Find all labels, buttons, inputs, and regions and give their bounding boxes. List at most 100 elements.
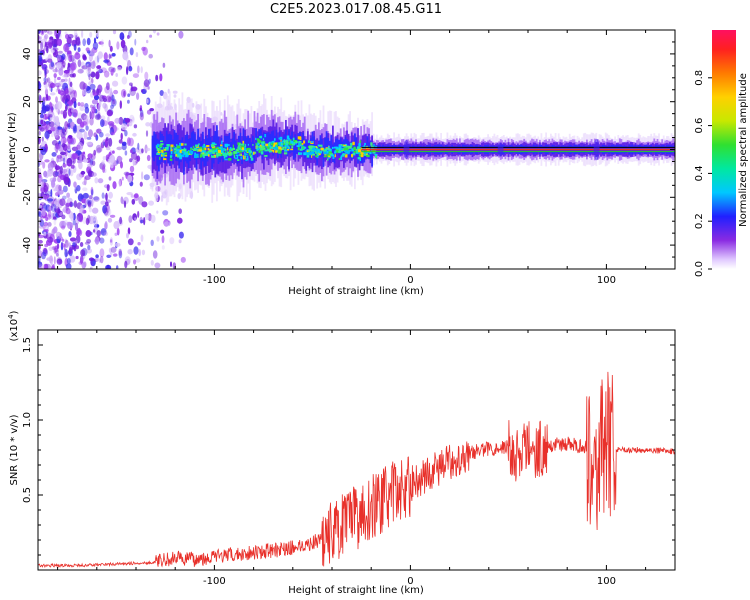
noise-mark <box>110 246 117 253</box>
noise-mark <box>107 158 111 164</box>
band-mark <box>360 154 364 158</box>
noise-mark <box>47 171 51 177</box>
band-mark <box>198 149 202 152</box>
noise-mark <box>98 41 104 45</box>
noise-mark <box>49 82 56 88</box>
band-mark <box>238 147 241 150</box>
band-mark <box>358 143 361 147</box>
noise-mark <box>146 39 149 44</box>
band-mark <box>357 128 359 160</box>
noise-mark <box>87 71 91 78</box>
noise-mark <box>57 259 60 265</box>
band-mark <box>294 134 297 158</box>
band-mark <box>363 152 367 156</box>
band-mark <box>336 149 339 153</box>
colorbar-gradient <box>712 30 736 269</box>
band-mark <box>216 146 219 149</box>
noise-mark <box>60 151 66 156</box>
noise-mark <box>51 38 58 48</box>
noise-mark <box>41 64 48 69</box>
noise-mark <box>96 230 101 237</box>
noise-mark <box>48 121 55 127</box>
band-mark <box>371 148 373 167</box>
band-mark <box>303 146 307 149</box>
noise-mark <box>53 256 56 265</box>
colorbar-ticks: 0.0 0.2 0.4 0.6 0.8 <box>694 70 712 277</box>
noise-mark <box>69 237 77 242</box>
noise-mark <box>148 53 153 59</box>
noise-mark <box>124 117 131 123</box>
band-mark <box>247 135 250 158</box>
noise-mark <box>42 48 45 56</box>
band-mark <box>177 152 180 156</box>
noise-mark <box>40 38 46 48</box>
noise-mark <box>67 152 72 158</box>
band-mark <box>233 132 235 159</box>
band-mark <box>202 148 205 151</box>
noise-mark <box>38 211 42 217</box>
noise-mark <box>94 56 99 65</box>
band-mark <box>320 147 324 151</box>
noise-mark <box>90 71 96 78</box>
noise-mark <box>62 163 67 169</box>
noise-mark <box>76 185 81 192</box>
band-mark <box>358 149 362 153</box>
noise-mark <box>84 175 91 181</box>
noise-mark <box>106 184 110 192</box>
band-mark <box>257 148 259 150</box>
noise-mark <box>38 70 42 76</box>
band-mark <box>326 147 328 150</box>
noise-mark <box>43 30 48 33</box>
noise-mark <box>112 80 119 87</box>
noise-mark <box>80 257 83 265</box>
noise-mark <box>63 113 66 119</box>
noise-mark <box>49 236 52 240</box>
band-mark <box>303 140 306 144</box>
noise-mark <box>114 242 121 247</box>
band-mark <box>328 151 332 155</box>
band-mark <box>338 148 341 152</box>
noise-mark <box>161 245 165 250</box>
noise-mark <box>56 101 63 110</box>
noise-mark <box>144 71 149 81</box>
noise-mark <box>77 160 81 164</box>
band-mark <box>220 146 223 149</box>
noise-mark <box>60 87 64 92</box>
band-mark <box>203 147 207 151</box>
noise-mark <box>68 231 72 237</box>
band-mark <box>274 148 276 150</box>
band-mark <box>190 146 192 149</box>
band-mark <box>162 136 165 158</box>
band-mark <box>240 148 242 151</box>
band-mark <box>288 129 290 154</box>
band-mark <box>272 140 275 144</box>
noise-mark <box>109 45 113 52</box>
band-mark <box>313 145 316 148</box>
noise-mark <box>50 46 56 53</box>
noise-mark <box>76 230 80 238</box>
band-mark <box>310 148 313 152</box>
noise-mark <box>95 257 101 262</box>
noise-mark <box>133 192 140 202</box>
noise-mark <box>96 65 102 69</box>
noise-mark <box>149 34 153 38</box>
noise-mark <box>45 93 49 101</box>
y-tick-label: 20 <box>22 95 33 108</box>
band-mark <box>275 142 279 146</box>
band-mark <box>187 150 190 154</box>
noise-mark <box>91 189 94 196</box>
noise-mark <box>50 92 56 96</box>
noise-mark <box>103 207 109 216</box>
band-mark <box>207 147 210 151</box>
noise-mark <box>75 255 79 260</box>
noise-mark <box>53 226 58 234</box>
noise-mark <box>97 84 103 93</box>
noise-mark <box>86 86 92 94</box>
noise-mark <box>46 233 49 240</box>
noise-mark <box>46 77 51 83</box>
noise-mark <box>108 96 112 103</box>
noise-mark <box>46 113 49 117</box>
noise-mark <box>126 192 133 196</box>
band-mark <box>252 135 254 163</box>
noise-mark <box>59 220 66 229</box>
